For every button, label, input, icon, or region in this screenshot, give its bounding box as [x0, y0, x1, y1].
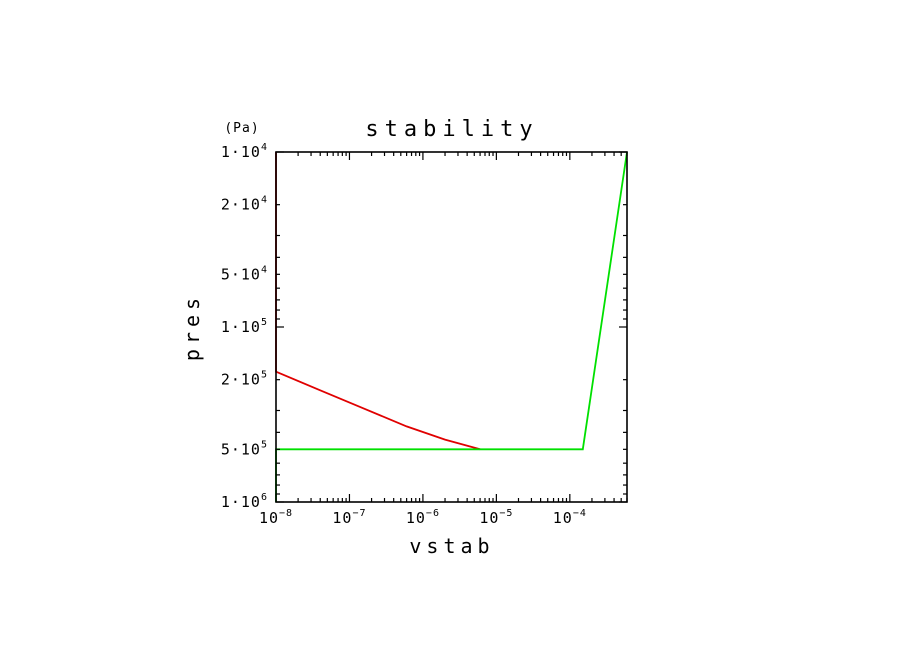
y-tick-label: 2·104	[221, 195, 268, 214]
y-tick-label: 5·104	[221, 264, 268, 283]
labels-layer: 10−8 10−7 10−6 10−5 10−4 1·104 2·104 5·104 1·105…	[221, 142, 587, 527]
series-line-2	[275, 151, 628, 502]
y-tick-label: 1·105	[221, 317, 268, 336]
x-tick-label: 10−4	[553, 508, 587, 527]
x-tick-label: 10−5	[479, 508, 513, 527]
plot-frame	[275, 151, 628, 503]
chart-title: stability	[365, 117, 538, 142]
series-line-1	[275, 152, 481, 451]
y-axis-title: pres	[180, 293, 204, 361]
x-tick-label: 10−6	[406, 508, 440, 527]
series-layer	[275, 151, 628, 502]
x-tick-label: 10−7	[332, 508, 366, 527]
x-axis-title: vstab	[409, 534, 494, 558]
x-tick-label: 10−8	[259, 508, 293, 527]
y-axis-unit: (Pa)	[224, 121, 259, 136]
y-tick-label: 1·104	[221, 142, 268, 161]
y-tick-label: 5·105	[221, 439, 268, 458]
y-tick-label: 1·106	[221, 492, 268, 511]
y-tick-label: 2·105	[221, 370, 268, 389]
